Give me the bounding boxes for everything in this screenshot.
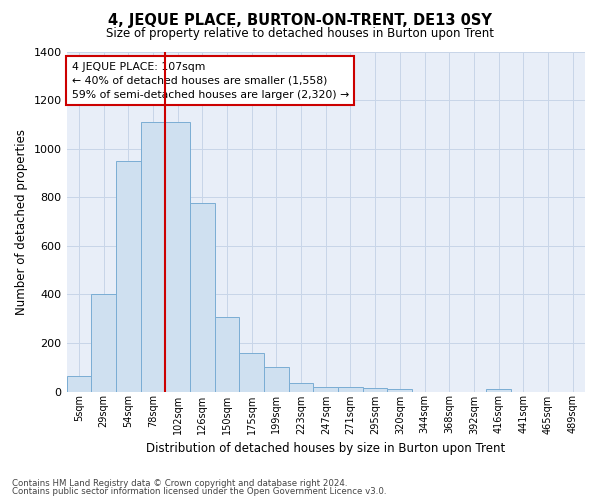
Bar [363,388,388,392]
Bar [486,388,511,392]
Bar [388,389,412,392]
Bar [140,122,165,392]
X-axis label: Distribution of detached houses by size in Burton upon Trent: Distribution of detached houses by size … [146,442,505,455]
Text: Size of property relative to detached houses in Burton upon Trent: Size of property relative to detached ho… [106,28,494,40]
Bar [239,352,264,392]
Text: 4, JEQUE PLACE, BURTON-ON-TRENT, DE13 0SY: 4, JEQUE PLACE, BURTON-ON-TRENT, DE13 0S… [108,12,492,28]
Bar [190,204,215,392]
Bar [289,383,313,392]
Bar [264,367,289,392]
Bar [338,387,363,392]
Bar [215,318,239,392]
Bar [91,294,116,392]
Y-axis label: Number of detached properties: Number of detached properties [15,128,28,314]
Text: Contains HM Land Registry data © Crown copyright and database right 2024.: Contains HM Land Registry data © Crown c… [12,478,347,488]
Bar [313,387,338,392]
Text: Contains public sector information licensed under the Open Government Licence v3: Contains public sector information licen… [12,487,386,496]
Bar [67,376,91,392]
Text: 4 JEQUE PLACE: 107sqm
← 40% of detached houses are smaller (1,558)
59% of semi-d: 4 JEQUE PLACE: 107sqm ← 40% of detached … [72,62,349,100]
Bar [165,122,190,392]
Bar [116,161,140,392]
